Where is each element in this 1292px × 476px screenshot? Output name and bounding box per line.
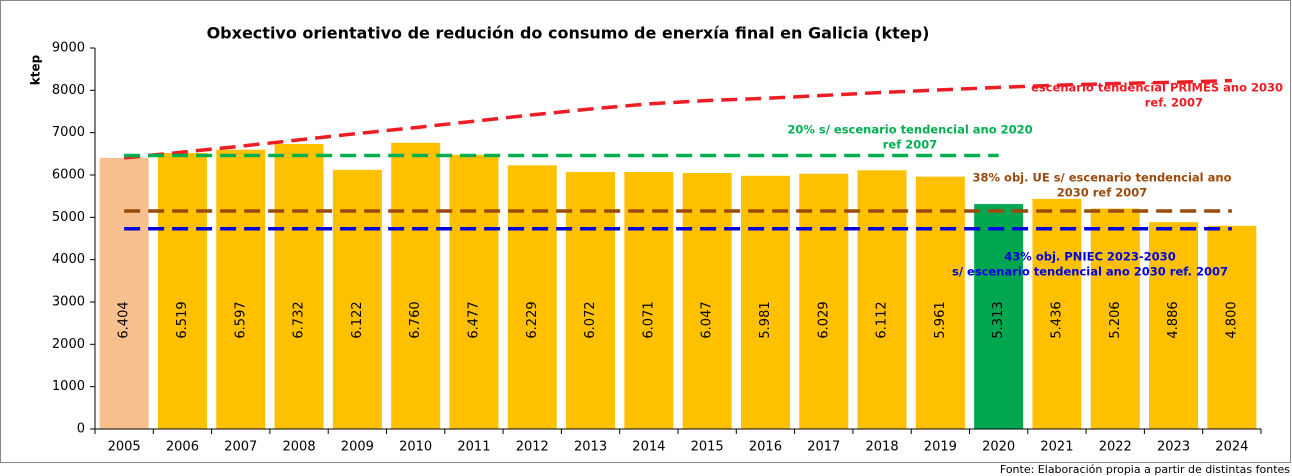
y-tick-label: 1000 — [52, 379, 85, 394]
bar — [799, 173, 849, 429]
x-tick-label: 2007 — [224, 440, 257, 455]
x-tick-label: 2013 — [574, 440, 607, 455]
value-label: 6.122 — [350, 301, 365, 338]
x-tick-label: 2017 — [807, 440, 840, 455]
y-tick-label: 4000 — [52, 252, 85, 267]
bar — [449, 154, 499, 429]
value-label: 6.597 — [233, 301, 248, 338]
line-annotation: s/ escenario tendencial ano 2030 ref. 20… — [952, 265, 1228, 279]
bar — [99, 157, 149, 429]
y-tick-label: 9000 — [52, 41, 85, 56]
x-tick-label: 2022 — [1099, 440, 1132, 455]
line-annotation: ref 2007 — [883, 138, 938, 152]
value-label: 6.477 — [466, 301, 481, 338]
x-tick-label: 2015 — [691, 440, 724, 455]
value-label: 5.313 — [991, 301, 1006, 338]
x-tick-label: 2020 — [982, 440, 1015, 455]
y-tick-label: 6000 — [52, 168, 85, 183]
x-tick-label: 2014 — [632, 440, 665, 455]
bar — [624, 171, 674, 430]
y-tick-label: 8000 — [52, 83, 85, 98]
line-annotation: 38% obj. UE s/ escenario tendencial ano — [973, 171, 1232, 185]
value-label: 6.519 — [175, 301, 190, 338]
value-label: 6.760 — [408, 301, 423, 338]
bar — [566, 171, 616, 429]
bar — [915, 176, 965, 429]
value-label: 6.112 — [875, 301, 890, 338]
bar — [1032, 198, 1082, 429]
x-tick-label: 2012 — [516, 440, 549, 455]
value-label: 5.436 — [1049, 301, 1064, 338]
y-tick-label: 3000 — [52, 295, 85, 310]
x-tick-label: 2010 — [399, 440, 432, 455]
y-tick-label: 0 — [77, 422, 85, 437]
bar — [391, 142, 441, 429]
x-tick-label: 2005 — [108, 440, 141, 455]
source-note: Fonte: Elaboración propia a partir de di… — [1000, 463, 1290, 476]
value-label: 5.206 — [1108, 301, 1123, 338]
line-annotation: 20% s/ escenario tendencial ano 2020 — [787, 123, 1032, 137]
bar — [857, 170, 907, 429]
bar — [682, 173, 732, 429]
line-annotation: escenario tendencial PRIMES ano 2030 — [1031, 81, 1283, 95]
value-label: 6.732 — [292, 301, 307, 338]
bar — [740, 175, 790, 429]
bar — [332, 169, 382, 429]
x-tick-label: 2023 — [1157, 440, 1190, 455]
x-tick-label: 2008 — [283, 440, 316, 455]
y-tick-label: 5000 — [52, 210, 85, 225]
value-label: 5.981 — [758, 301, 773, 338]
x-tick-label: 2011 — [457, 440, 490, 455]
value-label: 5.961 — [933, 301, 948, 338]
x-tick-label: 2018 — [866, 440, 899, 455]
bar — [1149, 222, 1199, 429]
value-label: 4.800 — [1224, 301, 1239, 338]
bar — [157, 153, 207, 430]
value-label: 6.071 — [641, 301, 656, 338]
bar — [507, 165, 557, 429]
bar — [974, 204, 1024, 429]
value-label: 6.229 — [525, 301, 540, 338]
value-label: 6.029 — [816, 301, 831, 338]
bar — [216, 149, 266, 430]
x-tick-label: 2006 — [166, 440, 199, 455]
line-annotation: 2030 ref 2007 — [1057, 186, 1148, 200]
y-axis-label: ktep — [29, 54, 43, 85]
bar — [274, 144, 324, 429]
value-label: 6.072 — [583, 301, 598, 338]
x-tick-label: 2009 — [341, 440, 374, 455]
value-label: 6.047 — [700, 301, 715, 338]
line-annotation: ref. 2007 — [1145, 96, 1203, 110]
x-tick-label: 2016 — [749, 440, 782, 455]
chart-title: Obxectivo orientativo de redución do con… — [207, 24, 930, 43]
x-tick-label: 2024 — [1215, 440, 1248, 455]
bar — [1090, 208, 1140, 429]
reference-line — [123, 78, 1232, 160]
value-label: 6.404 — [117, 301, 132, 338]
bar — [1207, 225, 1257, 429]
x-tick-label: 2019 — [924, 440, 957, 455]
y-tick-label: 2000 — [52, 337, 85, 352]
line-annotation: 43% obj. PNIEC 2023-2030 — [1004, 250, 1175, 264]
y-tick-label: 7000 — [52, 125, 85, 140]
value-label: 4.886 — [1166, 301, 1181, 338]
x-tick-label: 2021 — [1040, 440, 1073, 455]
